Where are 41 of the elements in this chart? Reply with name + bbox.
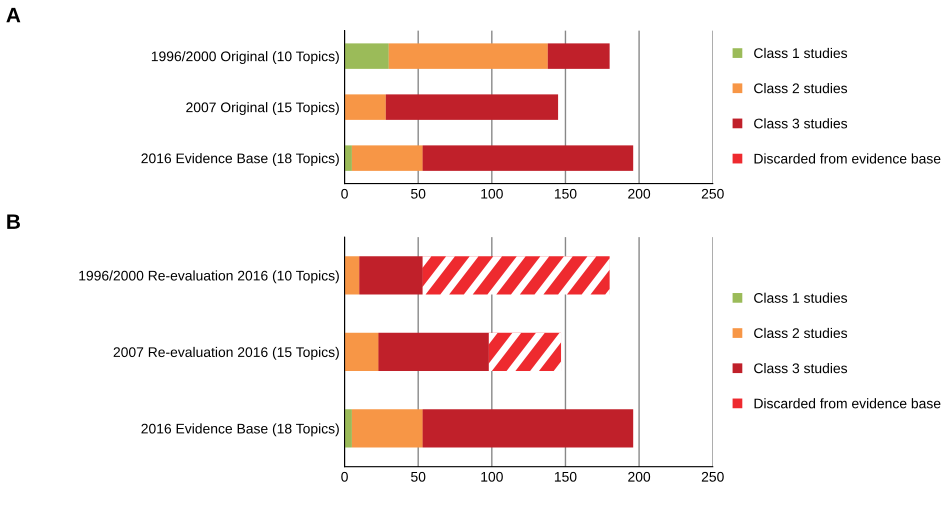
bar bbox=[344, 94, 386, 120]
legend-label: Class 3 studies bbox=[754, 363, 848, 374]
y-tick-label: 2007 Re-evaluation 2016 (15 Topics) bbox=[114, 346, 339, 360]
legend-label: Class 1 studies bbox=[754, 48, 848, 58]
text: B bbox=[7, 214, 20, 229]
y-tick-label: 2007 Original (15 Topics) bbox=[186, 102, 339, 116]
bar bbox=[388, 43, 548, 69]
x-tick-label: 100 bbox=[481, 188, 503, 199]
x-tick-label: 150 bbox=[554, 188, 576, 199]
legend-label: Class 3 studies bbox=[754, 118, 848, 128]
x-tick-label: 200 bbox=[628, 188, 650, 199]
legend-label: Class 2 studies bbox=[754, 83, 848, 94]
bar bbox=[352, 409, 423, 448]
bar bbox=[548, 43, 610, 69]
legend-label: Discarded from evidence base bbox=[754, 153, 940, 164]
x-tick-label: 0 bbox=[341, 188, 348, 199]
x-tick-label: 150 bbox=[554, 472, 576, 482]
bar bbox=[422, 145, 634, 171]
legend-label: Class 1 studies bbox=[754, 292, 848, 303]
bar bbox=[352, 145, 423, 171]
x-tick-label: 50 bbox=[411, 188, 426, 199]
bar bbox=[344, 145, 352, 171]
y-tick-label: 2016 Evidence Base (18 Topics) bbox=[141, 423, 339, 436]
y-tick-label: 2016 Evidence Base (18 Topics) bbox=[141, 153, 339, 166]
x-tick-label: 0 bbox=[341, 472, 348, 482]
bar bbox=[344, 409, 352, 448]
bar bbox=[344, 256, 360, 295]
text: A bbox=[6, 8, 20, 22]
y-tick-label: 1996/2000 Original (10 Topics) bbox=[152, 51, 339, 64]
x-tick-label: 200 bbox=[628, 472, 650, 482]
bar bbox=[386, 94, 558, 120]
bar bbox=[344, 332, 378, 372]
bar bbox=[344, 43, 389, 69]
legend-label: Discarded from evidence base bbox=[754, 398, 940, 408]
x-tick-label: 250 bbox=[702, 188, 724, 199]
y-tick-label: 1996/2000 Re-evaluation 2016 (10 Topics) bbox=[79, 270, 339, 284]
bar bbox=[422, 409, 634, 448]
x-tick-label: 250 bbox=[702, 472, 724, 482]
x-tick-label: 50 bbox=[411, 472, 426, 482]
legend-label: Class 2 studies bbox=[754, 328, 848, 338]
x-tick-label: 100 bbox=[481, 472, 503, 482]
